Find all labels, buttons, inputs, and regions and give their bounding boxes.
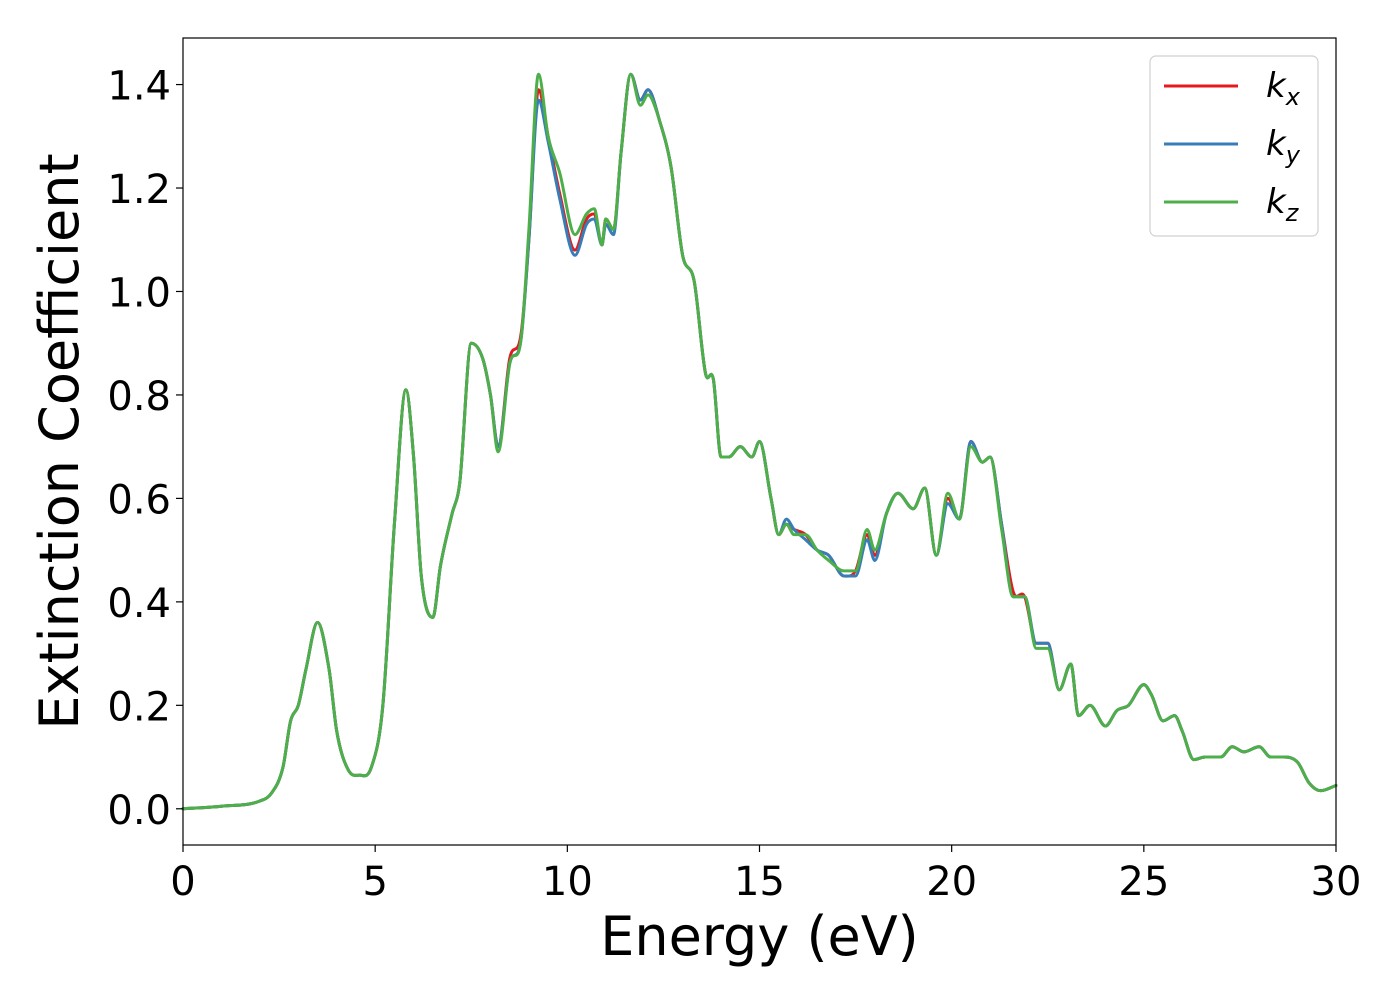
series-line-z: [181, 72, 1338, 811]
legend-label-subscript: y: [1285, 141, 1301, 169]
legend-label-y: ky: [1266, 124, 1301, 169]
legend-label-x: kx: [1266, 66, 1301, 111]
y-axis-title: Extinction Coefficient: [28, 153, 91, 729]
y-tick-label: 0.2: [107, 684, 171, 730]
x-tick-label: 0: [170, 859, 195, 905]
y-axis: 0.0 0.2 0.4 0.6 0.8 1.0 1.2 1.4: [107, 64, 183, 834]
legend-label-base: k: [1266, 124, 1287, 164]
y-tick-label: 0.4: [107, 581, 171, 627]
y-tick-label: 1.0: [107, 270, 171, 316]
legend-label-subscript: z: [1285, 199, 1300, 227]
x-tick-label: 10: [542, 859, 593, 905]
x-tick-label: 25: [1118, 859, 1169, 905]
x-axis: 0 5 10 15 20 25 30: [170, 845, 1361, 905]
x-tick-label: 15: [734, 859, 785, 905]
legend-box: [1149, 55, 1319, 237]
y-tick-label: 0.8: [107, 374, 171, 420]
x-tick-label: 5: [362, 859, 387, 905]
y-tick-label: 0.0: [107, 788, 171, 834]
legend-label-base: k: [1266, 66, 1287, 106]
y-tick-label: 1.4: [107, 64, 171, 110]
y-tick-label: 1.2: [107, 167, 171, 213]
x-tick-label: 20: [926, 859, 977, 905]
legend-label-base: k: [1266, 182, 1287, 222]
legend-label-subscript: x: [1285, 83, 1301, 111]
legend-label-z: kz: [1266, 182, 1300, 227]
x-tick-label: 30: [1311, 859, 1362, 905]
series-layer: [181, 72, 1338, 811]
x-axis-title: Energy (eV): [600, 905, 919, 968]
y-tick-label: 0.6: [107, 477, 171, 523]
